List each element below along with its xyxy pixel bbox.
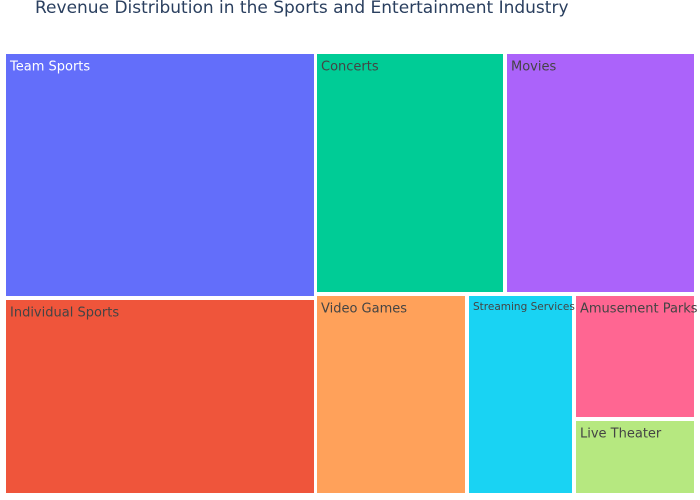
- tile-label-movies: Movies: [511, 59, 556, 74]
- tile-rect-individual-sports: [6, 300, 314, 493]
- tile-movies[interactable]: Movies: [507, 54, 694, 292]
- tile-label-video-games: Video Games: [321, 301, 407, 316]
- tile-label-team-sports: Team Sports: [9, 59, 90, 74]
- tile-rect-movies: [507, 54, 694, 292]
- tile-streaming-services[interactable]: Streaming Services: [469, 296, 575, 493]
- tile-rect-concerts: [317, 54, 503, 292]
- tile-individual-sports[interactable]: Individual Sports: [6, 300, 314, 493]
- tile-label-individual-sports: Individual Sports: [10, 305, 119, 320]
- tile-label-live-theater: Live Theater: [580, 426, 662, 441]
- tile-label-amusement-parks: Amusement Parks: [580, 301, 698, 316]
- tile-video-games[interactable]: Video Games: [317, 296, 465, 493]
- tile-rect-amusement-parks: [576, 296, 694, 417]
- tile-rect-video-games: [317, 296, 465, 493]
- tile-rect-team-sports: [6, 54, 314, 296]
- tile-rect-live-theater: [576, 421, 694, 493]
- tile-label-streaming-services: Streaming Services: [473, 301, 575, 313]
- tile-label-concerts: Concerts: [321, 59, 379, 74]
- tile-team-sports[interactable]: Team Sports: [6, 54, 314, 296]
- chart-title: Revenue Distribution in the Sports and E…: [35, 0, 569, 18]
- tile-live-theater[interactable]: Live Theater: [576, 421, 694, 493]
- tile-rect-streaming-services: [469, 296, 572, 493]
- tile-amusement-parks[interactable]: Amusement Parks: [576, 296, 698, 417]
- tile-concerts[interactable]: Concerts: [317, 54, 503, 292]
